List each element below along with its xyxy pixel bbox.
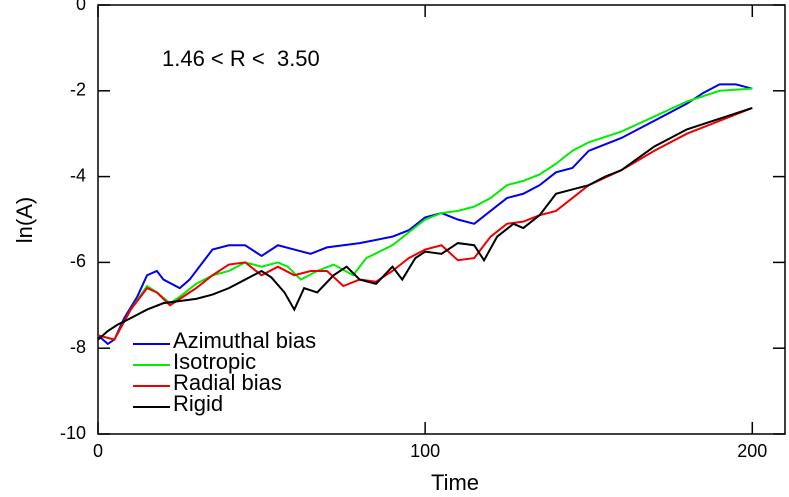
plot-frame (97, 4, 786, 435)
y-tick-label: 0 (76, 0, 86, 14)
y-tick-label: -4 (70, 165, 86, 185)
series-line (97, 107, 753, 341)
y-tick-label: -8 (70, 337, 86, 357)
x-axis-label: Time (431, 470, 479, 495)
legend-label: Azimuthal bias (173, 328, 316, 353)
series-line (97, 83, 753, 346)
y-axis-label: ln(A) (12, 197, 37, 243)
y-tick-label: -10 (60, 423, 86, 443)
series-line (97, 107, 753, 341)
y-tick-label: -2 (70, 80, 86, 100)
legend-label: Radial bias (173, 370, 282, 395)
legend-label: Isotropic (173, 349, 256, 374)
annotation: 1.46 < R < 3.50 (162, 46, 320, 71)
x-tick-label: 0 (93, 441, 103, 461)
y-tick-label: -6 (70, 251, 86, 271)
legend-label: Rigid (173, 391, 223, 416)
x-tick-label: 200 (737, 441, 767, 461)
x-tick-label: 100 (410, 441, 440, 461)
series-line (97, 87, 753, 341)
